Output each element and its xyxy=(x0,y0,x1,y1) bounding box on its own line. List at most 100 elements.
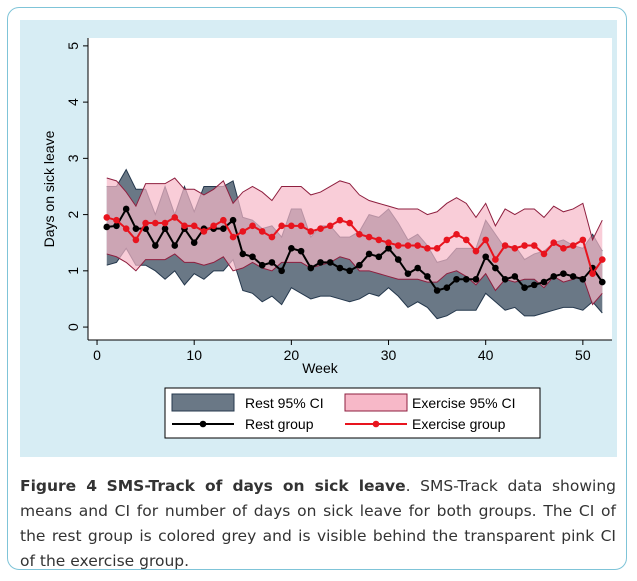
series-marker xyxy=(346,219,353,227)
series-marker xyxy=(190,222,198,230)
series-marker xyxy=(375,236,383,244)
series-marker xyxy=(385,239,392,247)
series-marker xyxy=(258,261,266,269)
figure-frame xyxy=(7,7,627,570)
series-marker xyxy=(394,242,402,249)
series-marker xyxy=(132,236,140,244)
series-marker xyxy=(443,236,451,244)
y-tick-label: 5 xyxy=(65,42,81,50)
series-marker xyxy=(239,228,247,235)
series-marker xyxy=(103,214,111,221)
series-marker xyxy=(171,214,179,221)
caption: Figure 4 SMS-Track of days on sick leave… xyxy=(20,474,616,574)
series-marker xyxy=(336,264,344,272)
series-marker xyxy=(122,205,130,213)
series-marker xyxy=(258,228,266,235)
x-tick-label: 0 xyxy=(93,347,101,363)
legend-marker xyxy=(372,420,380,428)
series-marker xyxy=(229,233,237,241)
x-tick-label: 40 xyxy=(478,347,494,363)
series-marker xyxy=(152,219,159,227)
ci-edge xyxy=(106,177,603,242)
series-marker xyxy=(113,222,120,230)
series-marker xyxy=(152,242,159,249)
series-marker xyxy=(171,242,179,249)
series-marker xyxy=(190,239,198,247)
series-marker xyxy=(560,270,567,277)
series-marker xyxy=(268,259,276,266)
series-marker xyxy=(550,273,558,280)
y-tick-label: 0 xyxy=(65,323,81,331)
series-marker xyxy=(521,284,528,291)
series-marker xyxy=(307,264,315,272)
series-marker xyxy=(326,259,334,266)
series-marker xyxy=(103,223,111,231)
series-marker xyxy=(122,225,130,232)
series-marker xyxy=(142,219,149,227)
series-marker xyxy=(472,275,480,283)
series-marker xyxy=(336,216,344,224)
series-marker xyxy=(492,256,499,263)
series-marker xyxy=(453,275,460,283)
legend-marker xyxy=(199,420,207,428)
series-marker xyxy=(326,222,334,230)
series-marker xyxy=(462,275,470,283)
series-marker xyxy=(579,275,587,283)
y-tick-label: 1 xyxy=(65,267,81,275)
series-marker xyxy=(414,242,421,249)
series-marker xyxy=(297,247,305,255)
series-marker xyxy=(462,236,470,244)
legend-label: Exercise 95% CI xyxy=(412,395,515,411)
series-marker xyxy=(307,228,315,235)
legend-label: Rest group xyxy=(245,416,314,432)
series-marker xyxy=(356,261,363,269)
x-axis-label: Week xyxy=(302,360,339,376)
series-marker xyxy=(239,250,247,258)
series-line xyxy=(106,206,604,292)
series-marker xyxy=(424,245,431,252)
ci-edge xyxy=(106,247,603,320)
series-marker xyxy=(161,219,169,227)
series-marker xyxy=(443,284,451,291)
series-marker xyxy=(365,233,373,241)
series-marker xyxy=(161,225,169,232)
series-marker xyxy=(346,267,353,275)
legend-swatch xyxy=(344,393,408,412)
series-marker xyxy=(472,247,480,255)
series-marker xyxy=(598,278,606,286)
x-tick-label: 50 xyxy=(575,347,591,363)
x-tick-label: 30 xyxy=(381,347,397,363)
y-tick-label: 2 xyxy=(65,210,81,218)
series-marker xyxy=(569,242,577,249)
legend-swatch xyxy=(171,393,235,412)
series-marker xyxy=(229,216,237,224)
series-marker xyxy=(113,216,120,224)
series-marker xyxy=(433,245,441,252)
series-marker xyxy=(404,270,412,277)
series-marker xyxy=(560,245,567,252)
series-marker xyxy=(550,239,558,247)
series-marker xyxy=(530,242,538,249)
legend-label: Rest 95% CI xyxy=(245,395,324,411)
legend-label: Exercise group xyxy=(412,416,506,432)
y-tick-label: 4 xyxy=(65,98,81,106)
series-marker xyxy=(511,273,519,280)
series-marker xyxy=(278,222,285,230)
series-marker xyxy=(220,216,227,224)
series-marker xyxy=(268,233,276,241)
series-marker xyxy=(492,264,499,272)
series-marker xyxy=(317,225,324,232)
x-tick-label: 20 xyxy=(284,347,300,363)
series-marker xyxy=(220,225,227,232)
series-marker xyxy=(249,253,256,261)
series-marker xyxy=(132,225,140,232)
series-marker xyxy=(288,222,295,230)
caption-label: Figure 4 xyxy=(20,477,98,495)
caption-text: . SMS-Track data showing means and CI fo… xyxy=(20,477,616,570)
series-marker xyxy=(579,236,587,244)
series-marker xyxy=(501,275,509,283)
series-marker xyxy=(414,264,421,272)
series-marker xyxy=(181,222,188,230)
series-marker xyxy=(385,245,392,252)
